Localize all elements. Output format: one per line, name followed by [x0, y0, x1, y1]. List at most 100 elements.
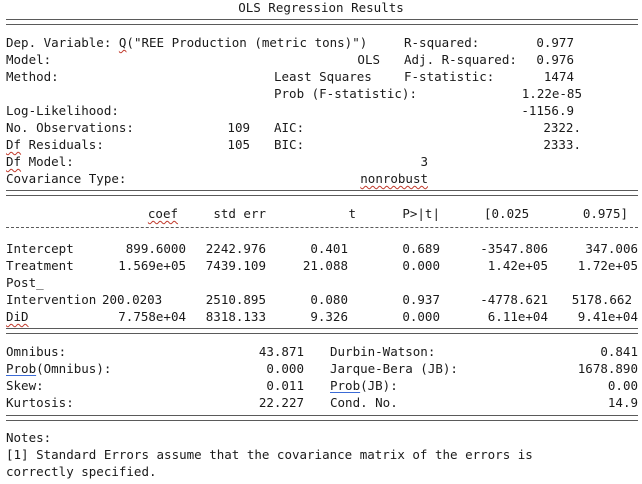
header-std-err: std err — [213, 206, 266, 221]
header-ci-high: 0.975] — [582, 206, 628, 221]
prob-jb-label-a: Prob — [330, 378, 361, 393]
cov-type-value: nonrobust — [330, 170, 428, 187]
df-residuals-value: 105 — [227, 137, 250, 152]
row-coef-treatment: 1.569e+05 — [118, 258, 186, 273]
fstat-value: 1474 — [543, 69, 574, 84]
row-p-intervention: 0.937 — [402, 292, 440, 307]
rsq-label: R-squared: — [404, 35, 480, 50]
mid-double-rule-2 — [6, 328, 638, 334]
row-name-intervention: Intervention — [6, 292, 97, 307]
prob-f-value: 1.22e-85 — [521, 86, 582, 101]
row-coef-did: 7.758e+04 — [118, 309, 186, 324]
header-t: t — [348, 206, 356, 221]
df-residuals-label: Df Residuals: — [6, 136, 104, 153]
cond-no-label: Cond. No. — [330, 395, 398, 410]
omnibus-value: 43.871 — [258, 344, 304, 359]
fstat-label: F-statistic: — [404, 69, 495, 84]
mid-double-rule-1 — [6, 190, 638, 196]
aic-label: AIC: — [274, 120, 305, 135]
prob-jb-label-b: (JB): — [360, 378, 398, 393]
jarque-bera-value: 1678.890 — [577, 361, 638, 376]
row-stderr-did: 8318.133 — [205, 309, 266, 324]
notes-line-2: correctly specified. — [6, 464, 157, 479]
method-label: Method: — [6, 69, 59, 84]
adj-rsq-value: 0.976 — [536, 52, 574, 67]
row-name-treatment: Treatment — [6, 258, 74, 273]
loglik-label: Log-Likelihood: — [6, 103, 119, 118]
kurtosis-label: Kurtosis: — [6, 395, 74, 410]
aic-value: 2322. — [543, 120, 581, 135]
row-t-did: 9.326 — [310, 309, 348, 324]
bic-label: BIC: — [274, 137, 305, 152]
dep-variable-row: Dep. Variable: Q("REE Production (metric… — [6, 34, 367, 51]
prob-f-label: Prob (F-statistic): — [274, 86, 417, 101]
notes-line-1: [1] Standard Errors assume that the cova… — [6, 447, 533, 462]
row-t-intercept: 0.401 — [310, 241, 348, 256]
adj-rsq-label: Adj. R-squared: — [404, 52, 517, 67]
durbin-watson-label: Durbin-Watson: — [330, 344, 436, 359]
skew-value: 0.011 — [266, 378, 304, 393]
row-p-treatment: 0.000 — [402, 258, 440, 273]
bic-value: 2333. — [543, 137, 581, 152]
row-coef-intervention: 200.0203 — [102, 292, 163, 307]
df-model-value: 3 — [420, 154, 428, 169]
row-cihigh-did: 9.41e+04 — [577, 309, 638, 324]
header-coef-text: coef — [147, 206, 178, 221]
df-model-label-a: Df — [6, 154, 22, 169]
jarque-bera-label: Jarque-Bera (JB): — [330, 361, 458, 376]
row-p-did: 0.000 — [402, 309, 440, 324]
row-cilow-intercept: -3547.806 — [480, 241, 548, 256]
prob-jb-value: 0.00 — [607, 378, 638, 393]
header-ci-low: [0.025 — [484, 206, 530, 221]
row-t-intervention: 0.080 — [310, 292, 348, 307]
row-cilow-intervention: -4778.621 — [480, 292, 548, 307]
dep-variable-prefix: Q — [118, 35, 127, 50]
method-value: Least Squares — [274, 69, 372, 84]
row-name-did: DiD — [6, 308, 29, 325]
df-model-label: Df Model: — [6, 153, 74, 170]
cov-type-label: Covariance Type: — [6, 171, 127, 186]
row-stderr-treatment: 7439.109 — [205, 258, 266, 273]
omnibus-label: Omnibus: — [6, 344, 67, 359]
table-rule — [6, 227, 638, 228]
df-model-label-b: Model: — [21, 154, 74, 169]
cov-type-value-text: nonrobust — [360, 171, 428, 186]
model-value: OLS — [357, 52, 380, 67]
header-p-value: P>|t| — [402, 206, 440, 221]
prob-jb-label: Prob(JB): — [330, 377, 398, 394]
results-title: OLS Regression Results — [238, 0, 404, 15]
nobs-label: No. Observations: — [6, 120, 134, 135]
nobs-value: 109 — [227, 120, 250, 135]
row-name-prefix-post: Post_ — [6, 275, 44, 290]
prob-omnibus-label: Prob(Omnibus): — [6, 360, 111, 377]
skew-label: Skew: — [6, 378, 44, 393]
prob-omnibus-label-b: (Omnibus): — [36, 361, 112, 376]
df-residuals-label-b: Residuals: — [21, 137, 104, 152]
row-stderr-intervention: 2510.895 — [205, 292, 266, 307]
rsq-value: 0.977 — [536, 35, 574, 50]
prob-omnibus-label-a: Prob — [6, 361, 37, 376]
row-coef-intercept: 899.6000 — [125, 241, 186, 256]
row-name-did-text: DiD — [6, 309, 29, 324]
top-double-rule — [6, 19, 638, 25]
row-cihigh-treatment: 1.72e+05 — [577, 258, 638, 273]
loglik-value: -1156.9 — [521, 103, 574, 118]
durbin-watson-value: 0.841 — [600, 344, 638, 359]
row-cihigh-intercept: 347.006 — [585, 241, 638, 256]
row-cilow-treatment: 1.42e+05 — [487, 258, 548, 273]
row-stderr-intercept: 2242.976 — [205, 241, 266, 256]
df-residuals-label-a: Df — [6, 137, 22, 152]
row-p-intercept: 0.689 — [402, 241, 440, 256]
row-cihigh-intervention: 5178.662 — [571, 292, 632, 307]
model-label: Model: — [6, 52, 52, 67]
row-name-intercept: Intercept — [6, 241, 74, 256]
row-cilow-did: 6.11e+04 — [487, 309, 548, 324]
header-coef: coef — [120, 205, 178, 222]
prob-omnibus-value: 0.000 — [266, 361, 304, 376]
bottom-double-rule — [6, 415, 638, 421]
dep-variable-value: ("REE Production (metric tons)") — [126, 35, 368, 50]
notes-heading: Notes: — [6, 430, 52, 445]
cond-no-value: 14.9 — [607, 395, 638, 410]
row-t-treatment: 21.088 — [302, 258, 348, 273]
